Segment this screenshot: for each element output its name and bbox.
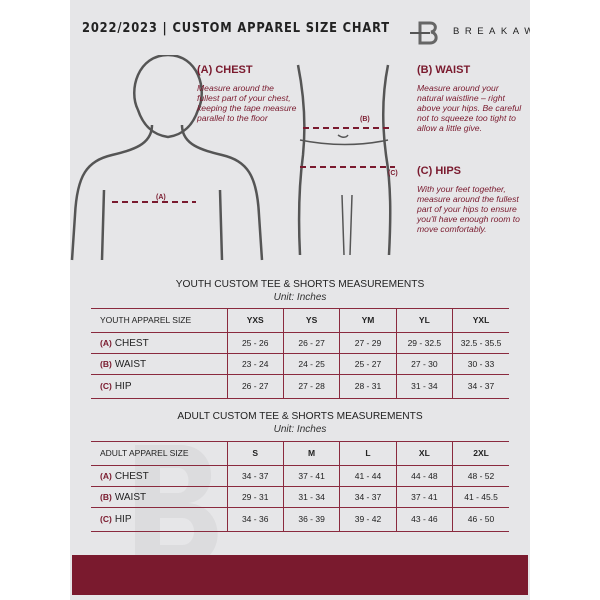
table-row: (C) HIP 26 - 27 27 - 28 28 - 31 31 - 34 34 - 3… xyxy=(91,374,509,399)
measurement-value: 37 - 41 xyxy=(282,465,340,487)
measurement-value: 34 - 37 xyxy=(339,486,397,508)
measurement-code: (A) xyxy=(100,470,112,481)
measurement-name: HIP xyxy=(114,381,132,392)
size-header: M xyxy=(282,441,340,466)
table-row: (B) WAIST 23 - 24 24 - 25 25 - 27 27 - 30 30 -… xyxy=(91,353,509,375)
measurement-label: (A) CHEST xyxy=(91,332,227,354)
chest-description: Measure around the fullest part of your … xyxy=(197,83,297,123)
table-row: (B) WAIST 29 - 31 31 - 34 34 - 37 37 - 41 41 -… xyxy=(91,486,509,508)
table-header-row: ADULT APPAREL SIZE S M L XL 2XL xyxy=(91,441,509,466)
measurement-code: (C) xyxy=(100,514,112,524)
table-row: (A) CHEST 34 - 37 37 - 41 41 - 44 44 - 48 48 -… xyxy=(91,465,509,487)
size-header: YS xyxy=(282,308,340,333)
measurement-value: 36 - 39 xyxy=(282,507,340,532)
measurement-value: 41 - 44 xyxy=(339,465,397,487)
adult-table-unit: Unit: Inches xyxy=(273,424,327,435)
table-row: (A) CHEST 25 - 26 26 - 27 27 - 29 29 - 32.5 32… xyxy=(91,332,509,354)
measurement-value: 32.5 - 35.5 xyxy=(452,332,509,354)
youth-table-unit: Unit: Inches xyxy=(273,292,327,303)
measurement-name: CHEST xyxy=(114,337,149,349)
table-row: (C) HIP 34 - 36 36 - 39 39 - 42 43 - 46 46 - 5… xyxy=(91,507,509,532)
size-header: L xyxy=(339,441,397,466)
measurement-value: 30 - 33 xyxy=(452,353,509,375)
page-title: 2022/2023 | CUSTOM APPAREL SIZE CHART xyxy=(82,20,390,36)
lower-body-figure xyxy=(296,64,392,256)
measurement-name: HIP xyxy=(114,514,132,525)
measurement-value: 26 - 27 xyxy=(282,332,340,354)
measurement-value: 48 - 52 xyxy=(452,465,509,487)
measurement-value: 26 - 27 xyxy=(226,374,284,399)
measurement-value: 37 - 41 xyxy=(395,486,453,508)
size-label-header: YOUTH APPAREL SIZE xyxy=(91,308,227,333)
table-header-row: YOUTH APPAREL SIZE YXS YS YM YL YXL xyxy=(91,308,509,333)
size-header: XL xyxy=(395,441,453,466)
size-chart-page: 2022/2023 | CUSTOM APPAREL SIZE CHART BR… xyxy=(70,0,530,600)
measurement-value: 29 - 32.5 xyxy=(395,332,453,354)
breakaway-logo-icon xyxy=(410,21,438,45)
measurement-name: CHEST xyxy=(114,470,149,482)
chest-heading: (A) CHEST xyxy=(197,64,253,76)
measurement-value: 27 - 29 xyxy=(339,332,397,354)
measurement-value: 44 - 48 xyxy=(395,465,453,487)
measurement-value: 41 - 45.5 xyxy=(452,486,509,508)
footer-bar xyxy=(72,555,528,595)
measurement-value: 43 - 46 xyxy=(395,507,453,532)
adult-size-table: ADULT APPAREL SIZE S M L XL 2XL (A) CHEST 34 - 3… xyxy=(91,441,509,532)
measurement-value: 34 - 37 xyxy=(452,374,509,399)
youth-table-title: YOUTH CUSTOM TEE & SHORTS MEASUREMENTS xyxy=(175,279,425,290)
size-header: S xyxy=(226,441,284,466)
measurement-value: 23 - 24 xyxy=(226,353,284,375)
waist-heading: (B) WAIST xyxy=(417,64,471,76)
measurement-value: 25 - 27 xyxy=(339,353,397,375)
measurement-name: WAIST xyxy=(114,491,147,503)
measurement-label: (A) CHEST xyxy=(91,465,227,487)
waist-description: Measure around your natural waistline – … xyxy=(417,83,522,133)
measurement-label: (B) WAIST xyxy=(91,353,227,375)
measurement-value: 25 - 26 xyxy=(226,332,284,354)
waist-marker: (B) xyxy=(360,116,370,123)
size-header: YL xyxy=(395,308,453,333)
measurement-value: 34 - 37 xyxy=(226,465,284,487)
hips-marker: (C) xyxy=(388,170,398,177)
measurement-value: 29 - 31 xyxy=(226,486,284,508)
measurement-label: (C) HIP xyxy=(91,507,227,532)
measurement-label: (C) HIP xyxy=(91,374,227,399)
measurement-name: WAIST xyxy=(114,358,147,370)
measurement-code: (A) xyxy=(100,337,112,348)
measurement-value: 46 - 50 xyxy=(452,507,509,532)
measurement-value: 39 - 42 xyxy=(339,507,397,532)
measurement-value: 34 - 36 xyxy=(226,507,284,532)
measurement-label: (B) WAIST xyxy=(91,486,227,508)
size-header: 2XL xyxy=(452,441,509,466)
measurement-value: 27 - 28 xyxy=(282,374,340,399)
measurement-value: 31 - 34 xyxy=(395,374,453,399)
size-label-header: ADULT APPAREL SIZE xyxy=(91,441,227,466)
adult-table-title: ADULT CUSTOM TEE & SHORTS MEASUREMENTS xyxy=(177,411,423,422)
size-header: YXS xyxy=(226,308,284,333)
measurement-code: (B) xyxy=(100,491,112,502)
body-figures xyxy=(70,55,395,261)
measurement-code: (B) xyxy=(100,358,112,369)
hips-heading: (C) HIPS xyxy=(417,165,461,177)
size-header: YM xyxy=(339,308,397,333)
upper-body-figure xyxy=(70,55,264,261)
size-header: YXL xyxy=(452,308,509,333)
measurement-value: 24 - 25 xyxy=(282,353,340,375)
measurement-value: 31 - 34 xyxy=(282,486,340,508)
hips-description: With your feet together, measure around … xyxy=(417,184,520,234)
chest-marker: (A) xyxy=(156,194,166,201)
measurement-value: 27 - 30 xyxy=(395,353,453,375)
measurement-code: (C) xyxy=(100,381,112,391)
measurement-value: 28 - 31 xyxy=(339,374,397,399)
youth-size-table: YOUTH APPAREL SIZE YXS YS YM YL YXL (A) CHEST 25… xyxy=(91,308,509,399)
brand-name: BREAKAWAY xyxy=(453,26,530,37)
